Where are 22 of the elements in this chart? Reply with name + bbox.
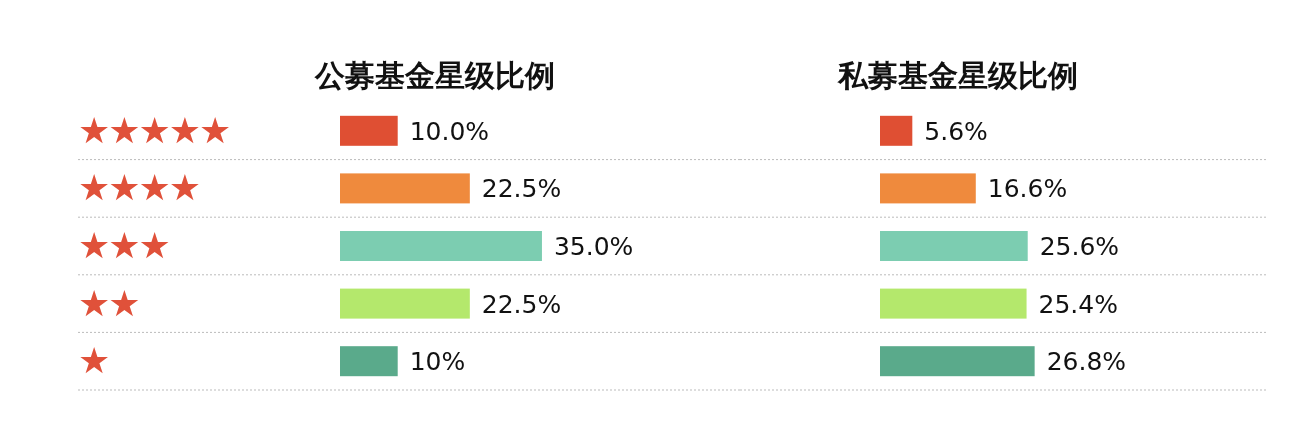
bar	[880, 288, 1027, 319]
data-label: 22.5%	[481, 289, 562, 319]
data-label: 35.0%	[553, 232, 634, 261]
y-tick-label: ★★★★★	[78, 109, 230, 151]
y-tick-label: ★★★	[78, 225, 169, 266]
bar	[880, 346, 1035, 377]
chart-title: 私募基金星级比例	[837, 58, 1078, 93]
bar	[880, 231, 1028, 261]
data-label: 25.4%	[1038, 289, 1118, 319]
chart-title: 公募基金星级比例	[314, 58, 555, 93]
data-label: 10.0%	[409, 116, 490, 146]
bar	[880, 173, 976, 204]
bar	[880, 115, 913, 146]
data-label: 16.6%	[987, 174, 1068, 204]
y-tick-label: ★★	[78, 282, 139, 324]
data-label: 25.6%	[1039, 232, 1120, 261]
data-label: 22.5%	[481, 174, 562, 204]
y-tick-label: ★★★★	[78, 167, 200, 209]
data-label: 26.8%	[1046, 347, 1127, 377]
data-label: 10%	[409, 347, 466, 377]
data-label: 5.6%	[924, 116, 988, 146]
y-tick-label: ★	[78, 340, 109, 382]
